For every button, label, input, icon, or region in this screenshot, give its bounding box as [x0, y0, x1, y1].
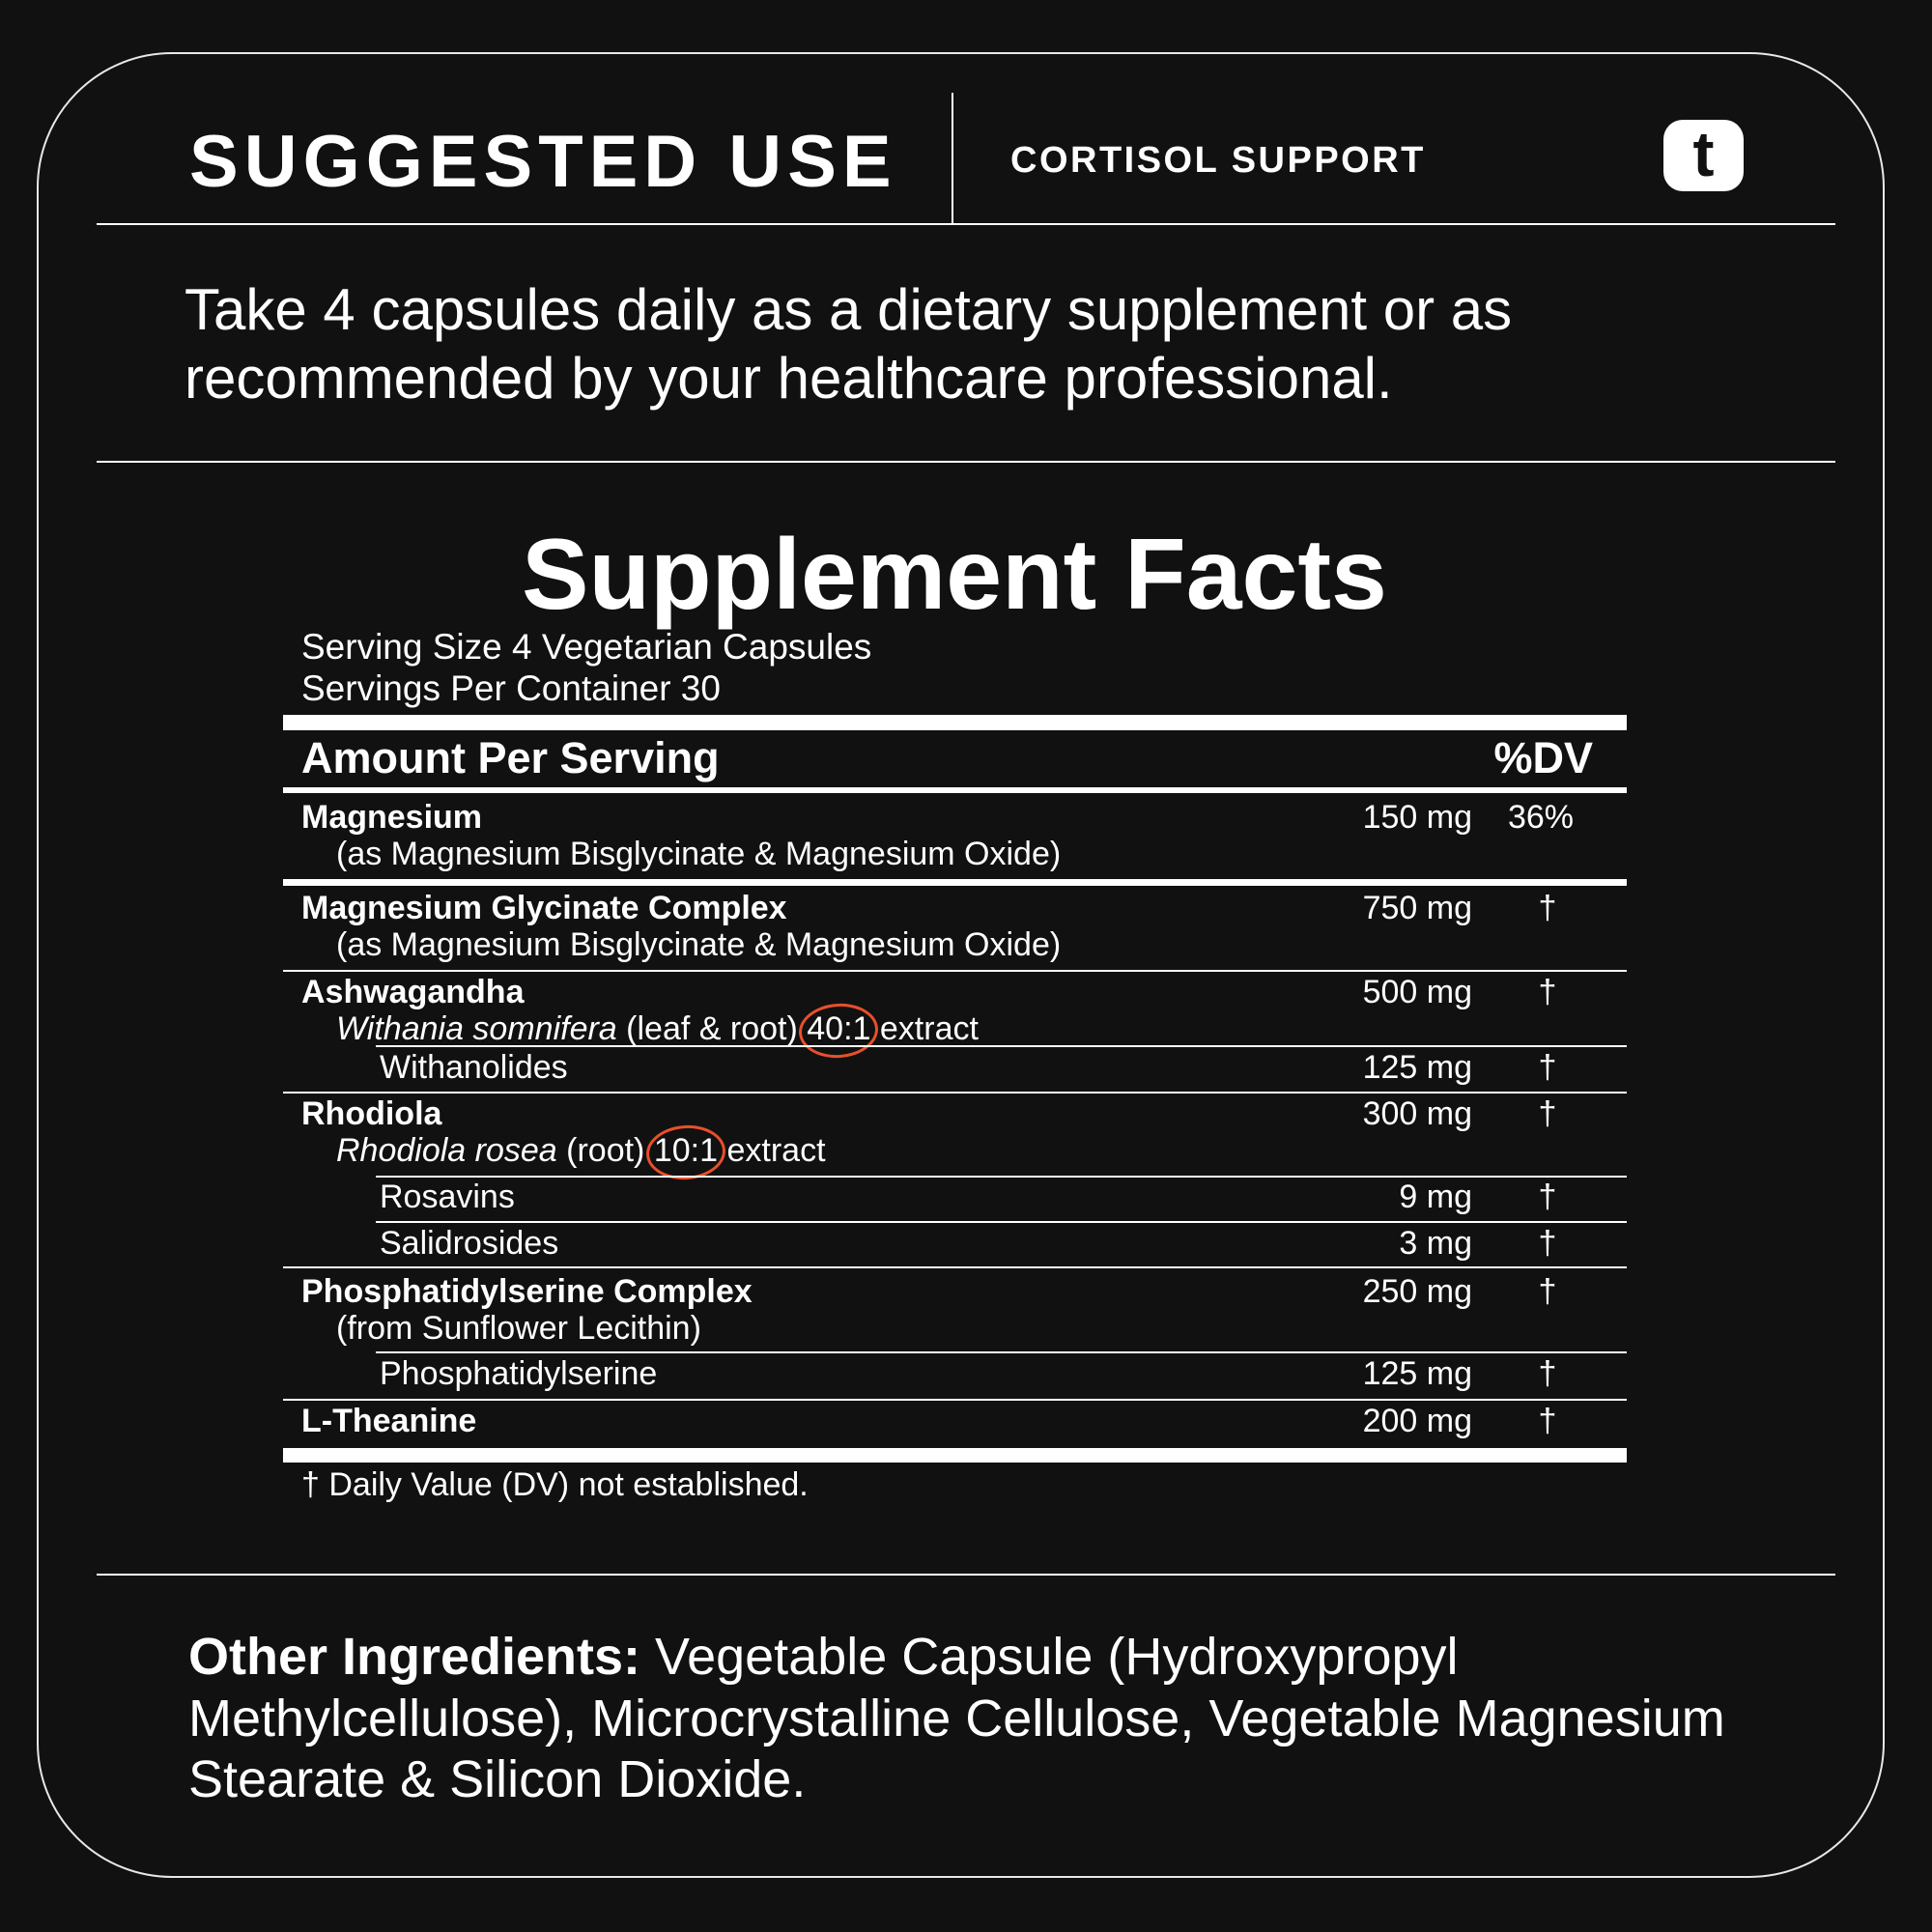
thick-bar [283, 715, 1627, 730]
other-ingredients-text: Vegetable Capsule (Hydroxypropyl Methylc… [188, 1628, 1725, 1808]
nutrient-name: Ashwagandha [301, 974, 525, 1010]
nutrient-amount: 750 mg [1362, 890, 1472, 926]
table-row: Magnesium Glycinate Complex 750 mg † [283, 889, 1627, 927]
table-row: Rhodiola rosea (root) 10:1 extract [283, 1131, 1627, 1170]
nutrient-name: Phosphatidylserine Complex [301, 1273, 753, 1310]
nutrient-name: L-Theanine [301, 1403, 477, 1439]
nutrient-source: (as Magnesium Bisglycinate & Magnesium O… [336, 836, 1062, 872]
nutrient-dv: † [1538, 890, 1557, 926]
extract-label: extract [879, 1010, 979, 1047]
medium-bar [283, 879, 1627, 886]
latin-name: Rhodiola rosea [336, 1132, 557, 1169]
nutrient-source: Rhodiola rosea (root) 10:1 extract [336, 1131, 826, 1170]
nutrient-dv: 36% [1507, 799, 1575, 836]
nutrient-dv: † [1538, 1403, 1557, 1439]
brand-logo: t [1663, 120, 1744, 191]
serving-size: Serving Size 4 Vegetarian Capsules [301, 627, 872, 667]
table-row: Salidrosides 3 mg † [283, 1224, 1627, 1263]
nutrient-amount: 500 mg [1362, 974, 1472, 1010]
nutrient-source: Withania somnifera (leaf & root) 40:1 ex… [336, 1009, 979, 1048]
nutrient-source: (as Magnesium Bisglycinate & Magnesium O… [336, 926, 1062, 963]
nutrient-name: Salidrosides [380, 1225, 559, 1262]
product-name: CORTISOL SUPPORT [1010, 140, 1426, 181]
row-divider [376, 1176, 1627, 1178]
table-row: Magnesium 150 mg 36% [283, 798, 1627, 837]
row-divider [376, 1351, 1627, 1353]
row-divider [283, 970, 1627, 972]
ratio-circled: 40:1 [807, 1010, 871, 1047]
table-row: Ashwagandha 500 mg † [283, 973, 1627, 1011]
table-row: Phosphatidylserine 125 mg † [283, 1354, 1627, 1393]
table-row: (as Magnesium Bisglycinate & Magnesium O… [283, 835, 1627, 873]
row-divider [376, 1045, 1627, 1047]
plant-part: (root) [556, 1132, 645, 1169]
amount-header-row: Amount Per Serving %DV [283, 734, 1627, 782]
table-row: Phosphatidylserine Complex 250 mg † [283, 1272, 1627, 1311]
nutrient-name: Phosphatidylserine [380, 1355, 658, 1392]
table-row: (as Magnesium Bisglycinate & Magnesium O… [283, 925, 1627, 964]
row-divider [283, 1399, 1627, 1401]
nutrient-amount: 150 mg [1362, 799, 1472, 836]
dv-header: %DV [1493, 733, 1593, 782]
ratio-circled: 10:1 [653, 1132, 719, 1169]
nutrient-dv: † [1538, 1273, 1557, 1310]
nutrient-dv: † [1538, 1355, 1557, 1392]
nutrient-name: Magnesium [301, 799, 483, 836]
divider [97, 461, 1835, 463]
nutrient-dv: † [1538, 1095, 1557, 1132]
extract-label: extract [726, 1132, 826, 1169]
section-title: SUGGESTED USE [189, 121, 897, 203]
nutrient-dv: † [1538, 1049, 1557, 1086]
table-row: (from Sunflower Lecithin) [283, 1309, 1627, 1348]
nutrient-source: (from Sunflower Lecithin) [336, 1310, 701, 1347]
suggested-use-text: Take 4 capsules daily as a dietary suppl… [185, 277, 1513, 411]
facts-title: Supplement Facts [522, 519, 1387, 631]
latin-name: Withania somnifera [336, 1010, 617, 1047]
nutrient-amount: 3 mg [1399, 1225, 1472, 1262]
nutrient-name: Magnesium Glycinate Complex [301, 890, 787, 926]
nutrient-amount: 125 mg [1362, 1355, 1472, 1392]
nutrient-amount: 125 mg [1362, 1049, 1472, 1086]
nutrient-dv: † [1538, 1225, 1557, 1262]
amount-header: Amount Per Serving [301, 733, 720, 782]
nutrient-dv: † [1538, 1179, 1557, 1215]
table-row: Withanolides 125 mg † [283, 1048, 1627, 1087]
nutrient-name: Rosavins [380, 1179, 515, 1215]
table-row: Rosavins 9 mg † [283, 1178, 1627, 1216]
row-divider [283, 1266, 1627, 1268]
nutrient-dv: † [1538, 974, 1557, 1010]
footnote: † Daily Value (DV) not established. [301, 1466, 809, 1503]
divider [97, 1574, 1835, 1576]
table-row: Rhodiola 300 mg † [283, 1094, 1627, 1133]
other-ingredients-label: Other Ingredients: [188, 1628, 641, 1686]
nutrient-amount: 200 mg [1362, 1403, 1472, 1439]
label-card [37, 52, 1885, 1878]
medium-bar [283, 787, 1627, 793]
other-ingredients: Other Ingredients: Vegetable Capsule (Hy… [188, 1627, 1831, 1811]
plant-part: (leaf & root) [616, 1010, 798, 1047]
nutrient-name: Rhodiola [301, 1095, 442, 1132]
nutrient-name: Withanolides [380, 1049, 568, 1086]
divider [97, 223, 1835, 225]
nutrient-amount: 250 mg [1362, 1273, 1472, 1310]
servings-per-container: Servings Per Container 30 [301, 668, 721, 708]
nutrient-amount: 9 mg [1399, 1179, 1472, 1215]
footnote-row: † Daily Value (DV) not established. [283, 1465, 1627, 1504]
table-row: Withania somnifera (leaf & root) 40:1 ex… [283, 1009, 1627, 1048]
row-divider [376, 1221, 1627, 1223]
table-row: L-Theanine 200 mg † [283, 1402, 1627, 1440]
header-divider [952, 93, 953, 224]
thick-bar [283, 1448, 1627, 1463]
row-divider [283, 1092, 1627, 1094]
nutrient-amount: 300 mg [1362, 1095, 1472, 1132]
